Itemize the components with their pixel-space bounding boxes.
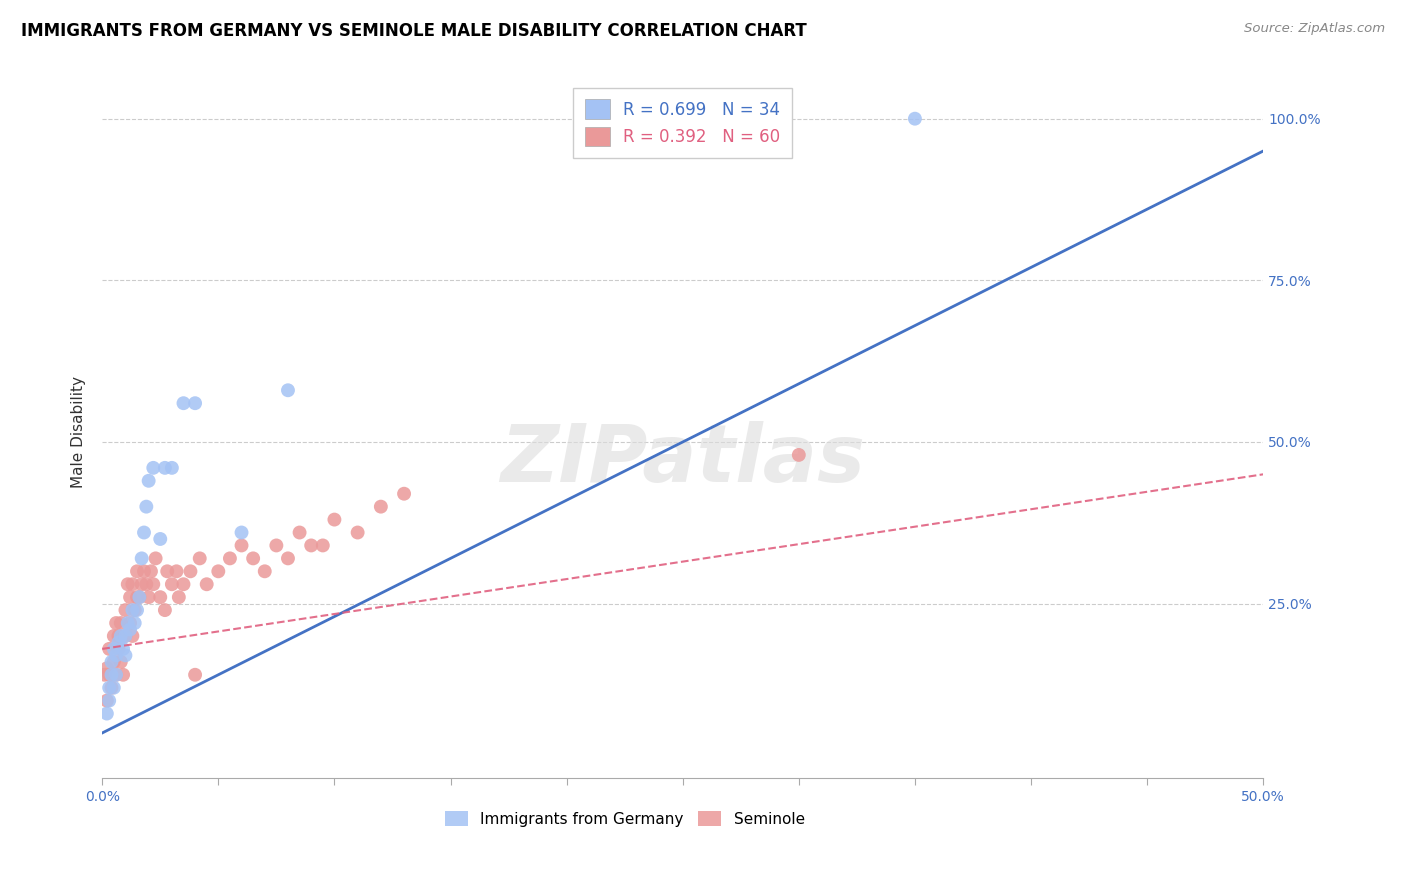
Point	[167, 590, 190, 604]
Point	[277, 384, 299, 398]
Point	[160, 577, 183, 591]
Point	[346, 525, 368, 540]
Point	[142, 461, 165, 475]
Point	[135, 577, 157, 591]
Point	[139, 564, 162, 578]
Point	[98, 667, 121, 681]
Point	[195, 577, 218, 591]
Point	[114, 629, 136, 643]
Point	[96, 706, 118, 721]
Point	[100, 681, 122, 695]
Point	[100, 667, 122, 681]
Point	[787, 448, 810, 462]
Text: IMMIGRANTS FROM GERMANY VS SEMINOLE MALE DISABILITY CORRELATION CHART: IMMIGRANTS FROM GERMANY VS SEMINOLE MALE…	[21, 22, 807, 40]
Point	[112, 641, 135, 656]
Point	[103, 655, 125, 669]
Y-axis label: Male Disability: Male Disability	[72, 376, 86, 488]
Point	[145, 551, 167, 566]
Point	[253, 564, 276, 578]
Point	[142, 577, 165, 591]
Point	[135, 500, 157, 514]
Point	[117, 577, 139, 591]
Point	[184, 667, 207, 681]
Point	[125, 603, 148, 617]
Point	[121, 629, 143, 643]
Point	[107, 635, 129, 649]
Point	[131, 551, 153, 566]
Point	[266, 538, 288, 552]
Point	[207, 564, 229, 578]
Point	[299, 538, 322, 552]
Point	[112, 667, 135, 681]
Point	[231, 525, 253, 540]
Point	[370, 500, 392, 514]
Point	[124, 603, 146, 617]
Point	[93, 667, 115, 681]
Point	[125, 590, 148, 604]
Point	[120, 623, 142, 637]
Point	[156, 564, 179, 578]
Point	[107, 629, 129, 643]
Point	[188, 551, 211, 566]
Point	[904, 112, 927, 126]
Point	[105, 615, 128, 630]
Point	[166, 564, 188, 578]
Text: ZIPatlas: ZIPatlas	[501, 421, 865, 499]
Point	[125, 564, 148, 578]
Point	[117, 615, 139, 630]
Point	[132, 564, 155, 578]
Point	[121, 603, 143, 617]
Point	[124, 615, 146, 630]
Point	[219, 551, 242, 566]
Point	[288, 525, 311, 540]
Point	[105, 667, 128, 681]
Point	[114, 603, 136, 617]
Point	[172, 396, 194, 410]
Point	[114, 629, 136, 643]
Point	[132, 525, 155, 540]
Point	[149, 590, 172, 604]
Point	[103, 641, 125, 656]
Point	[98, 641, 121, 656]
Point	[312, 538, 335, 552]
Point	[100, 655, 122, 669]
Point	[138, 474, 160, 488]
Point	[96, 693, 118, 707]
Point	[242, 551, 264, 566]
Point	[128, 590, 150, 604]
Point	[323, 512, 346, 526]
Point	[138, 590, 160, 604]
Point	[96, 661, 118, 675]
Text: Source: ZipAtlas.com: Source: ZipAtlas.com	[1244, 22, 1385, 36]
Point	[131, 577, 153, 591]
Point	[160, 461, 183, 475]
Point	[172, 577, 194, 591]
Point	[107, 641, 129, 656]
Point	[231, 538, 253, 552]
Point	[114, 648, 136, 663]
Point	[149, 532, 172, 546]
Legend: Immigrants from Germany, Seminole: Immigrants from Germany, Seminole	[439, 805, 811, 833]
Point	[277, 551, 299, 566]
Point	[110, 629, 132, 643]
Point	[98, 681, 121, 695]
Point	[110, 655, 132, 669]
Point	[103, 629, 125, 643]
Point	[105, 667, 128, 681]
Point	[98, 693, 121, 707]
Point	[184, 396, 207, 410]
Point	[103, 681, 125, 695]
Point	[128, 590, 150, 604]
Point	[120, 615, 142, 630]
Point	[120, 590, 142, 604]
Point	[110, 615, 132, 630]
Point	[392, 486, 415, 500]
Point	[153, 461, 176, 475]
Point	[179, 564, 201, 578]
Point	[105, 648, 128, 663]
Point	[121, 577, 143, 591]
Point	[153, 603, 176, 617]
